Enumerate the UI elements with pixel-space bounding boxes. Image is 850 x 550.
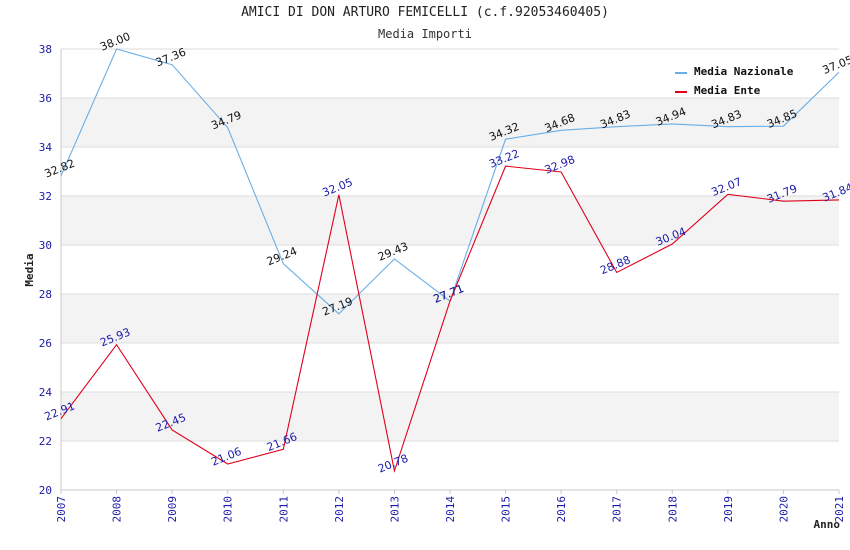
y-tick-label: 36: [39, 92, 52, 105]
x-tick-label: 2009: [166, 496, 179, 523]
x-tick-label: 2018: [666, 496, 679, 523]
y-tick-label: 26: [39, 337, 52, 350]
legend-label: Media Ente: [694, 84, 761, 97]
y-tick-labels: 20 22 24 26 28 30 32 34 36 38: [39, 43, 53, 497]
x-tick-label: 2017: [611, 496, 624, 523]
y-tick-label: 20: [39, 484, 52, 497]
plot-band: [61, 98, 839, 147]
plot-band: [61, 147, 839, 196]
x-tick-label: 2008: [111, 496, 124, 523]
x-tick-label: 2019: [722, 496, 735, 523]
axes: [60, 49, 840, 494]
plot-band: [61, 49, 839, 98]
x-tick-label: 2014: [444, 496, 457, 523]
chart-title: AMICI DI DON ARTURO FEMICELLI (c.f.92053…: [241, 5, 609, 20]
series-line: [60, 165, 840, 474]
x-tick-label: 2015: [500, 496, 513, 523]
y-tick-label: 24: [39, 386, 53, 399]
plot-band: [61, 392, 839, 441]
x-tick-label: 2021: [833, 496, 846, 523]
x-tick-label: 2007: [55, 496, 68, 523]
y-tick-label: 22: [39, 435, 52, 448]
legend: Media Nazionale Media Ente: [675, 65, 794, 97]
y-axis-title: Media: [23, 253, 36, 286]
y-tick-label: 38: [39, 43, 52, 56]
x-tick-label: 2016: [555, 496, 568, 523]
plot-band: [61, 441, 839, 490]
y-tick-label: 34: [39, 141, 53, 154]
y-tick-label: 30: [39, 239, 52, 252]
legend-label: Media Nazionale: [694, 65, 794, 78]
x-tick-label: 2013: [388, 496, 401, 523]
series-lines: [60, 48, 840, 474]
x-axis-title: Anno: [814, 518, 841, 531]
plot-band: [61, 245, 839, 294]
chart-subtitle: Media Importi: [378, 27, 472, 41]
x-tick-label: 2011: [277, 496, 290, 523]
x-tick-labels: 2007 2008 2009 2010 2011 2012 2013 2014 2015 2016…: [55, 496, 846, 523]
plot-band: [61, 196, 839, 245]
x-tick-label: 2012: [333, 496, 346, 523]
y-tick-label: 32: [39, 190, 52, 203]
x-tick-label: 2010: [222, 496, 235, 523]
plot-band: [61, 343, 839, 392]
x-tick-label: 2020: [777, 496, 790, 523]
y-tick-label: 28: [39, 288, 52, 301]
